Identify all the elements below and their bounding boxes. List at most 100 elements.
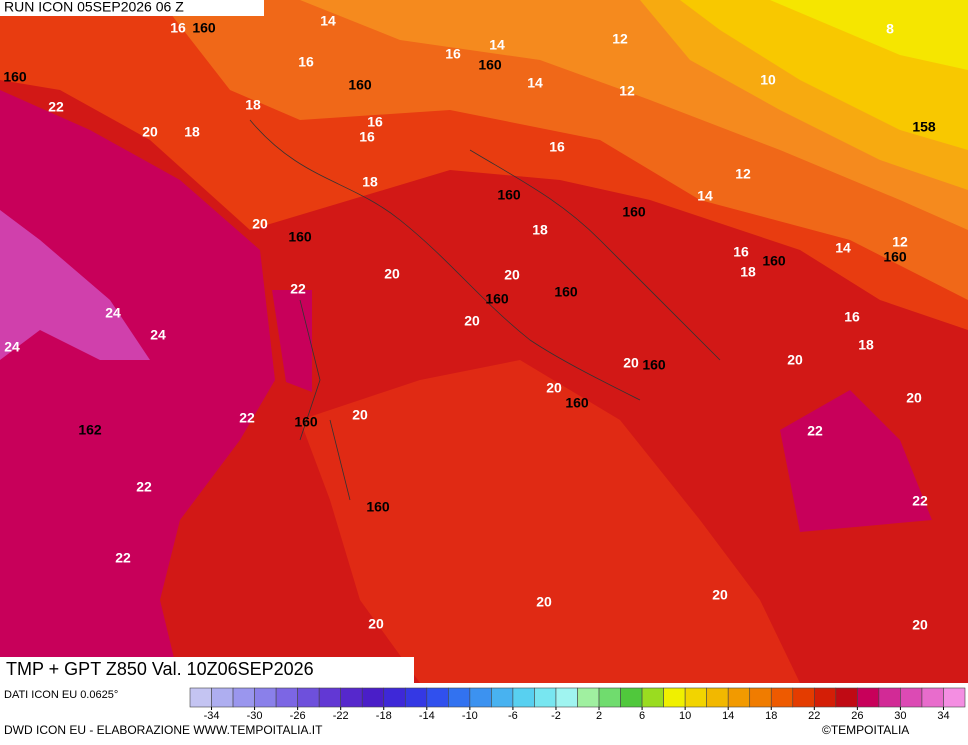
temperature-label: 16 [359,129,375,145]
colorbar-tick-label: -30 [247,710,263,722]
colorbar-swatch [641,687,664,708]
temperature-label: 12 [892,234,908,250]
colorbar-swatch [512,687,535,708]
colorbar-tick-label: -18 [376,710,392,722]
temperature-label: 18 [740,264,756,280]
temperature-label: 22 [48,99,64,115]
colorbar-swatch [275,687,298,708]
colorbar-tick-label: -6 [508,710,518,722]
temperature-label: 14 [489,37,505,53]
colorbar-tick-label: 30 [894,710,906,722]
colorbar-swatch [663,687,686,708]
temperature-label: 14 [320,13,336,29]
colorbar-tick-label: -26 [290,710,306,722]
colorbar-tick-label: -14 [419,710,435,722]
colorbar-swatch [340,687,363,708]
height-label: 160 [497,187,521,203]
temperature-label: 20 [142,124,158,140]
colorbar-swatch [684,687,707,708]
colorbar-swatch [426,687,449,708]
temperature-label: 20 [368,616,384,632]
run-box [0,0,264,16]
temperature-label: 10 [760,72,776,88]
temperature-label: 24 [150,327,166,343]
temperature-label: 20 [504,267,520,283]
temperature-label: 24 [4,339,20,355]
temperature-label: 22 [912,493,928,509]
colorbar: -34 -30 -26 -22 -18 -14 -10 -6 -2 2 6 10 14 18 22 26 30 3… [189,687,966,722]
temperature-label: 16 [733,244,749,260]
colorbar-tick-label: -2 [551,710,561,722]
colorbar-swatch [534,687,557,708]
colorbar-tick-label: -22 [333,710,349,722]
colorbar-swatch [577,687,600,708]
temperature-label: 22 [136,479,152,495]
temperature-label: 20 [464,313,480,329]
height-label: 160 [348,77,372,93]
height-label: 158 [912,119,936,135]
colorbar-swatch [814,687,837,708]
colorbar-tick-label: -34 [204,710,220,722]
colorbar-swatch [361,687,385,708]
credit-label: DWD ICON EU - ELABORAZIONE WWW.TEMPOITAL… [4,723,323,737]
colorbar-swatch [857,687,880,708]
temperature-label: 18 [532,222,548,238]
colorbar-tick-label: 22 [808,710,820,722]
height-label: 160 [565,395,589,411]
height-label: 160 [288,229,312,245]
colorbar-swatch [232,687,255,708]
colorbar-swatch [620,687,643,708]
height-label: 160 [478,57,502,73]
colorbar-swatch [383,687,406,708]
temperature-label: 16 [549,139,565,155]
temperature-label: 20 [252,216,268,232]
height-label: 160 [3,69,27,85]
colorbar-swatch [189,687,212,708]
colorbar-swatch [469,687,492,708]
colorbar-swatch [555,687,578,708]
temperature-label: 16 [298,54,314,70]
colorbar-tick-label: 18 [765,710,777,722]
colorbar-swatch [404,687,428,708]
temperature-label: 18 [184,124,200,140]
colorbar-tick-label: 10 [679,710,691,722]
colorbar-swatch [878,687,901,708]
temperature-label: 20 [787,352,803,368]
colorbar-swatch [749,687,772,708]
height-label: 160 [622,204,646,220]
height-label: 160 [192,20,216,36]
colorbar-swatch [770,687,794,708]
colorbar-swatch [792,687,815,708]
temperature-label: 20 [906,390,922,406]
colorbar-tick-label: 6 [639,710,645,722]
height-label: 160 [554,284,578,300]
height-label: 160 [642,357,666,373]
temperature-label: 18 [245,97,261,113]
height-label: 160 [762,253,786,269]
height-label: 160 [294,414,318,430]
temperature-label: 24 [105,305,121,321]
temperature-label: 20 [384,266,400,282]
height-label: 160 [485,291,509,307]
temperature-label: 20 [912,617,928,633]
colorbar-swatch [921,687,944,708]
temperature-label: 20 [352,407,368,423]
temperature-label: 18 [362,174,378,190]
colorbar-swatch [318,687,341,708]
title-box [0,657,414,683]
temperature-label: 22 [239,410,255,426]
temperature-label: 14 [697,188,713,204]
colorbar-swatch [598,687,621,708]
temperature-label: 20 [546,380,562,396]
temperature-label: 20 [712,587,728,603]
colorbar-tick-label: 34 [937,710,949,722]
map-background [0,0,968,683]
colorbar-swatch [706,687,729,708]
temperature-label: 16 [844,309,860,325]
temperature-label: 14 [835,240,851,256]
colorbar-swatch [254,687,277,708]
colorbar-swatch [900,687,923,708]
